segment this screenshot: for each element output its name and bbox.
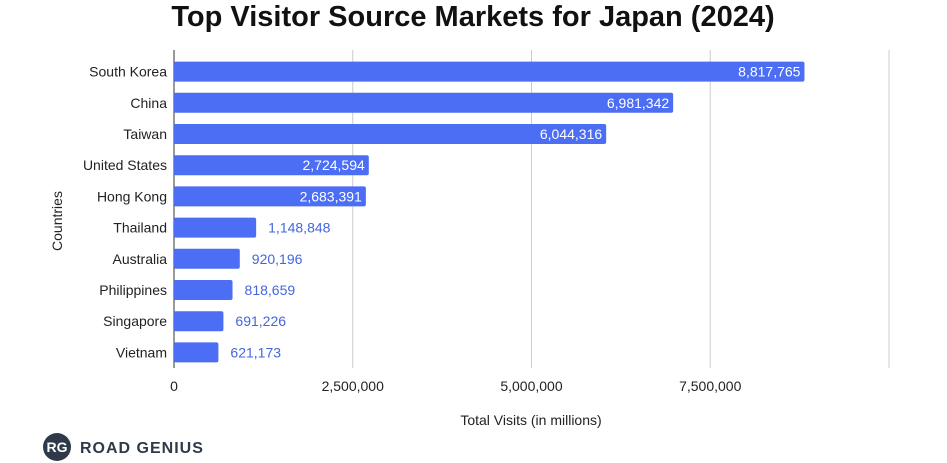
value-label: 8,817,765 bbox=[738, 64, 800, 80]
x-tick-label: 2,500,000 bbox=[322, 378, 384, 394]
value-label: 2,683,391 bbox=[300, 188, 362, 204]
y-axis-title: Countries bbox=[49, 191, 65, 251]
brand-logo: RG ROAD GENIUS bbox=[43, 433, 204, 461]
category-label: Hong Kong bbox=[97, 188, 167, 204]
category-label: Taiwan bbox=[123, 126, 167, 142]
category-label: Australia bbox=[113, 251, 168, 267]
bar bbox=[174, 61, 805, 82]
x-axis-title: Total Visits (in millions) bbox=[460, 412, 601, 428]
bar bbox=[174, 342, 219, 363]
category-label: Thailand bbox=[113, 220, 167, 236]
bar bbox=[174, 248, 240, 269]
category-label: China bbox=[130, 95, 167, 111]
bar bbox=[174, 124, 607, 144]
value-label: 818,659 bbox=[245, 282, 296, 298]
value-label: 6,044,316 bbox=[540, 126, 602, 142]
logo-name: ROAD GENIUS bbox=[80, 440, 204, 457]
category-label: South Korea bbox=[89, 64, 167, 80]
category-label: Singapore bbox=[103, 313, 167, 329]
value-label: 1,148,848 bbox=[268, 220, 330, 236]
category-labels: South Korea China Taiwan United States Hong … bbox=[83, 64, 167, 361]
logo-badge-icon bbox=[43, 433, 71, 461]
bar bbox=[174, 280, 233, 300]
x-tick-label: 5,000,000 bbox=[500, 378, 562, 394]
value-label: 6,981,342 bbox=[607, 95, 669, 111]
bars-group bbox=[174, 61, 805, 363]
value-label: 621,173 bbox=[230, 344, 281, 360]
chart-title: Top Visitor Source Markets for Japan (20… bbox=[171, 1, 774, 33]
x-tick-label: 7,500,000 bbox=[679, 378, 741, 394]
bar bbox=[174, 311, 224, 332]
bar bbox=[174, 217, 257, 238]
value-label: 691,226 bbox=[235, 313, 286, 329]
value-label: 920,196 bbox=[252, 251, 303, 267]
bar bbox=[174, 92, 674, 113]
x-tick-label: 0 bbox=[170, 378, 178, 394]
value-labels: 8,817,765 6,981,342 6,044,316 2,724,594 2,68… bbox=[230, 64, 800, 361]
category-label: Vietnam bbox=[116, 344, 167, 360]
logo-badge-text: RG bbox=[47, 439, 68, 455]
bar bbox=[174, 155, 369, 176]
category-label: Philippines bbox=[99, 282, 167, 298]
bar bbox=[174, 186, 366, 207]
category-label: United States bbox=[83, 157, 167, 173]
x-tick-labels: 0 2,500,000 5,000,000 7,500,000 bbox=[170, 378, 741, 394]
value-label: 2,724,594 bbox=[303, 157, 365, 173]
